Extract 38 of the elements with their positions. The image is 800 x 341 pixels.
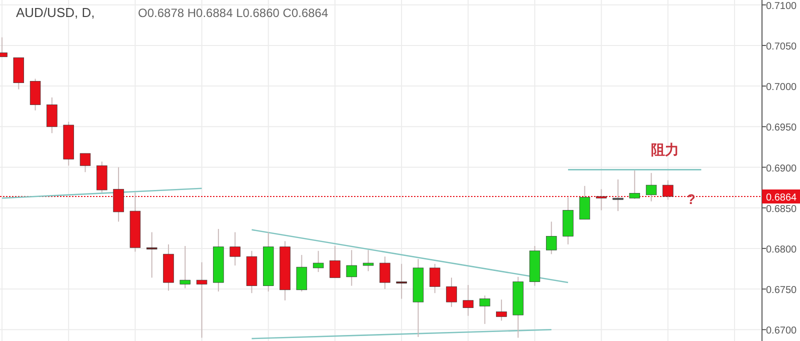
y-tick-label: 0.6750 — [766, 285, 798, 296]
candlestick — [146, 232, 158, 278]
candlestick — [296, 254, 308, 292]
candlestick — [80, 152, 91, 173]
candlestick — [546, 221, 557, 255]
candlestick — [230, 232, 240, 266]
y-tick-label: 0.6800 — [766, 244, 798, 256]
y-tick-label: 0.6950 — [766, 122, 798, 134]
candlestick — [612, 178, 624, 212]
candlestick — [462, 284, 474, 316]
candlestick — [180, 246, 190, 289]
candlestick — [46, 96, 58, 134]
candlestick — [312, 250, 324, 272]
candlestick — [446, 277, 457, 308]
ref-line-label: 0.6864 — [766, 192, 798, 204]
y-tick-label: 0.7100 — [766, 0, 798, 12]
candlestick — [396, 263, 407, 300]
candlestick — [380, 256, 390, 290]
y-tick-label: 0.7000 — [766, 82, 798, 94]
candlestick — [496, 299, 507, 322]
y-tick-label: 0.7050 — [766, 41, 798, 52]
candlestick — [429, 263, 440, 294]
candlestick — [330, 246, 340, 278]
candlestick — [479, 295, 490, 324]
y-tick-label: 0.6700 — [766, 326, 798, 337]
candlestick — [346, 250, 357, 286]
annotation: ? — [686, 190, 696, 207]
candlestick — [579, 185, 590, 220]
candlestick — [196, 262, 208, 338]
candlestick — [646, 172, 657, 202]
chart-title: AUD/USD, D, — [16, 5, 95, 20]
annotation: 阻力 — [651, 141, 680, 158]
candlestick — [30, 78, 41, 111]
y-tick-label: 0.6850 — [766, 204, 798, 215]
candlestick — [629, 170, 640, 200]
candlestick — [362, 250, 374, 272]
y-tick-label: 0.6900 — [766, 163, 798, 174]
text: O0.6878 H0.6884 L0.6860 C0.6864 — [138, 6, 328, 20]
